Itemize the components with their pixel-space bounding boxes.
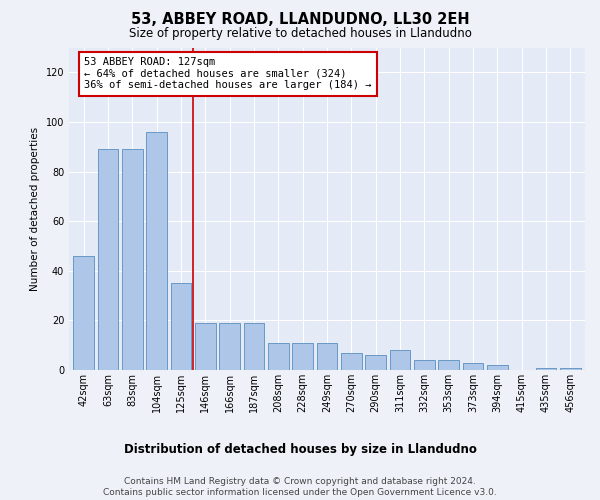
Bar <box>244 323 265 370</box>
Bar <box>170 283 191 370</box>
Bar <box>341 352 362 370</box>
Bar <box>536 368 556 370</box>
Bar <box>487 365 508 370</box>
Bar <box>439 360 459 370</box>
Bar <box>292 342 313 370</box>
Bar <box>560 368 581 370</box>
Text: 53, ABBEY ROAD, LLANDUDNO, LL30 2EH: 53, ABBEY ROAD, LLANDUDNO, LL30 2EH <box>131 12 469 28</box>
Bar <box>146 132 167 370</box>
Bar <box>219 323 240 370</box>
Text: 53 ABBEY ROAD: 127sqm
← 64% of detached houses are smaller (324)
36% of semi-det: 53 ABBEY ROAD: 127sqm ← 64% of detached … <box>85 57 372 90</box>
Bar <box>195 323 215 370</box>
Text: Contains HM Land Registry data © Crown copyright and database right 2024.
Contai: Contains HM Land Registry data © Crown c… <box>103 478 497 497</box>
Bar <box>463 362 484 370</box>
Y-axis label: Number of detached properties: Number of detached properties <box>30 126 40 291</box>
Bar <box>122 149 143 370</box>
Text: Size of property relative to detached houses in Llandudno: Size of property relative to detached ho… <box>128 28 472 40</box>
Bar <box>98 149 118 370</box>
Bar <box>73 256 94 370</box>
Bar <box>389 350 410 370</box>
Bar <box>268 342 289 370</box>
Bar <box>414 360 435 370</box>
Bar <box>365 355 386 370</box>
Bar <box>317 342 337 370</box>
Text: Distribution of detached houses by size in Llandudno: Distribution of detached houses by size … <box>124 442 476 456</box>
